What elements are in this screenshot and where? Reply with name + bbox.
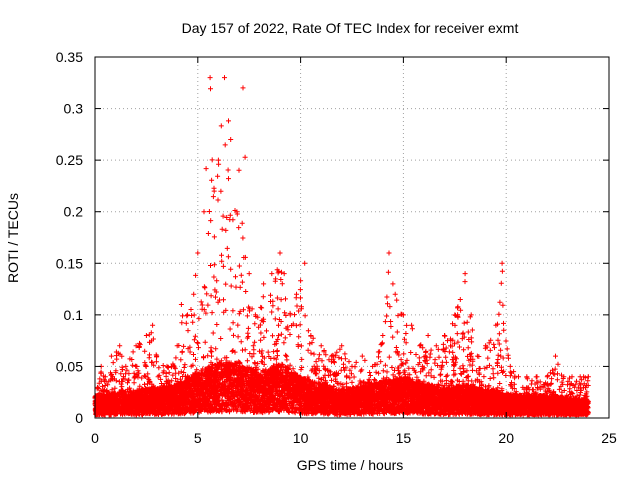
- y-tick-label: 0.1: [64, 307, 84, 323]
- y-tick-label: 0.05: [56, 358, 83, 374]
- axis-ticks: [94, 56, 610, 419]
- x-tick-label: 25: [601, 430, 617, 446]
- roti-points: [92, 75, 591, 418]
- y-tick-label: 0.35: [56, 49, 83, 65]
- x-tick-label: 15: [396, 430, 412, 446]
- y-axis-label: ROTI / TECUs: [5, 193, 21, 283]
- x-tick-label: 5: [194, 430, 202, 446]
- x-tick-label: 20: [498, 430, 514, 446]
- y-tick-label: 0: [75, 410, 83, 426]
- y-tick-label: 0.25: [56, 152, 83, 168]
- y-tick-labels: 0 0.05 0.1 0.15 0.2 0.25 0.3 0.35: [56, 49, 83, 426]
- data-points: [92, 75, 591, 418]
- chart-title: Day 157 of 2022, Rate Of TEC Index for r…: [182, 20, 519, 36]
- x-tick-labels: 0 5 10 15 20 25: [91, 430, 617, 446]
- y-tick-label: 0.2: [64, 204, 84, 220]
- plot-frame: [94, 56, 610, 419]
- y-tick-label: 0.3: [64, 101, 84, 117]
- x-tick-label: 0: [91, 430, 99, 446]
- x-tick-label: 10: [293, 430, 309, 446]
- y-tick-label: 0.15: [56, 255, 83, 271]
- x-axis-label: GPS time / hours: [297, 457, 404, 473]
